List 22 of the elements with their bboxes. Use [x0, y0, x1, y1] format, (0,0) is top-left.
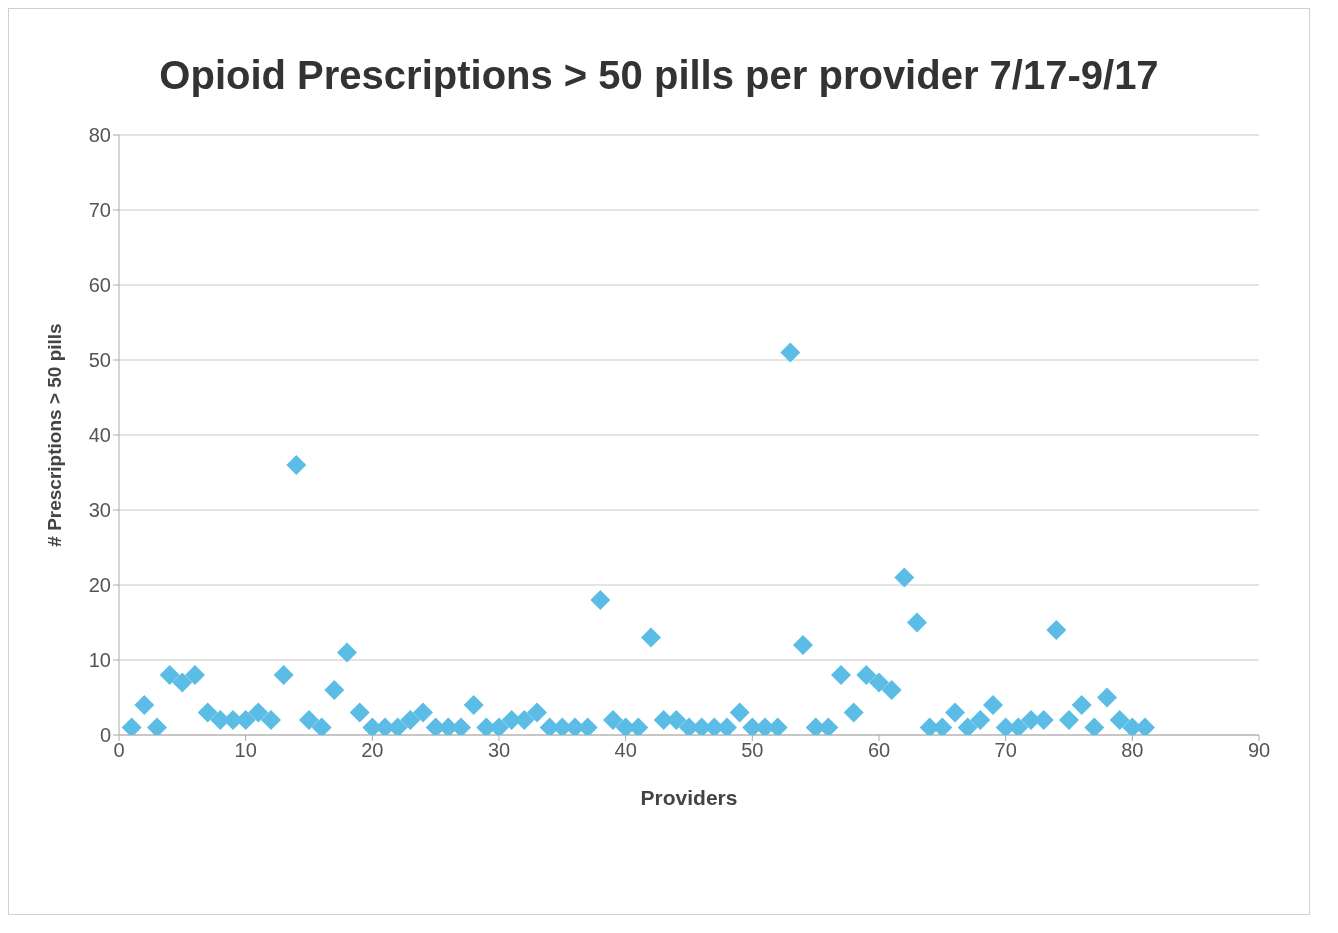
x-tick-label: 60: [867, 739, 891, 762]
x-tick-label: 30: [487, 739, 511, 762]
y-tick-label: 70: [88, 199, 111, 222]
chart-title: Opioid Prescriptions > 50 pills per provider 7/17-9/17: [158, 52, 1160, 99]
y-tick-label: 80: [88, 124, 111, 147]
x-tick-label: 90: [1247, 739, 1271, 762]
y-tick-label: 30: [88, 499, 111, 522]
y-axis-title: # Prescriptions > 50 pills: [43, 323, 65, 547]
x-tick-label: 20: [361, 739, 384, 762]
x-tick-label: 40: [614, 739, 637, 762]
x-axis-title: Providers: [640, 786, 738, 809]
y-tick-label: 40: [88, 424, 111, 447]
x-tick-label: 50: [741, 739, 764, 762]
x-tick-label: 70: [994, 739, 1017, 762]
y-tick-label: 0: [99, 724, 111, 747]
y-tick-label: 10: [88, 649, 111, 672]
y-tick-label: 50: [88, 349, 111, 372]
y-tick-label: 60: [88, 274, 111, 297]
y-tick-label: 20: [88, 574, 111, 597]
x-tick-label: 10: [234, 739, 257, 762]
x-tick-label: 80: [1121, 739, 1144, 762]
x-tick-label: 0: [113, 739, 125, 762]
